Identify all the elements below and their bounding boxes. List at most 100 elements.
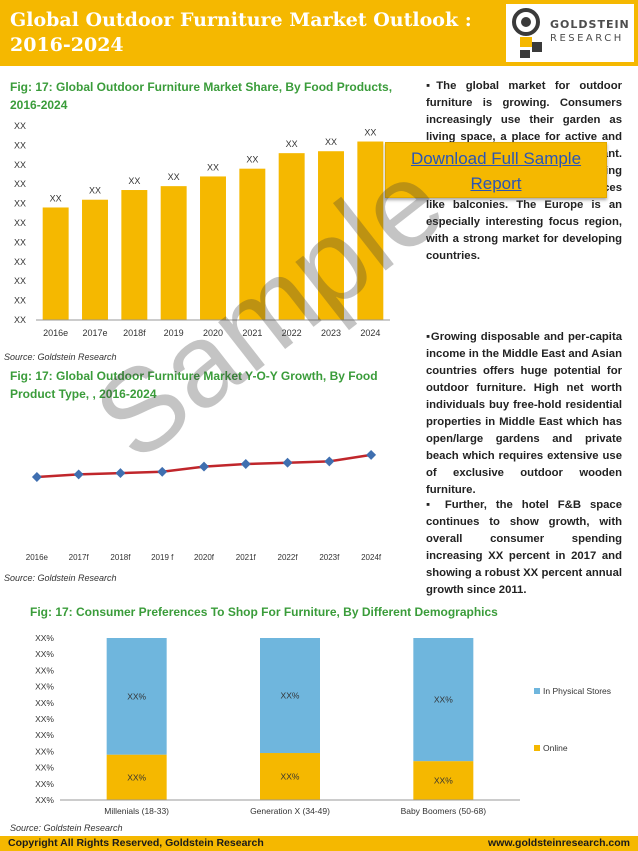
bar	[239, 168, 266, 320]
legend-swatch	[534, 688, 540, 694]
x-tick-label: 2020f	[194, 553, 215, 562]
data-label: XX%	[434, 776, 453, 786]
data-label: XX	[325, 137, 337, 147]
legend-swatch	[534, 745, 540, 751]
data-label: XX%	[127, 772, 146, 782]
y-tick-label: XX	[14, 237, 26, 247]
x-tick-label: 2016e	[43, 328, 68, 338]
data-point	[31, 472, 42, 482]
bar	[82, 199, 108, 320]
y-tick-label: XX	[14, 257, 26, 267]
data-label: XX	[50, 193, 62, 203]
y-tick-label: XX%	[35, 649, 54, 659]
x-tick-label: 2017e	[82, 328, 107, 338]
x-tick-label: 2022	[282, 328, 302, 338]
y-tick-label: XX	[14, 179, 26, 189]
fig2-source: Source: Goldstein Research	[4, 573, 117, 583]
bar	[318, 151, 344, 320]
x-tick-label: 2021	[242, 328, 262, 338]
fig1-source: Source: Goldstein Research	[4, 352, 117, 362]
footer-website[interactable]: www.goldsteinresearch.com	[488, 837, 630, 849]
page-title-line2: 2016-2024	[10, 34, 124, 56]
consumer-preferences-stacked-chart: XX% XX% XX% XX% XX% XX% XX% XX% XX% XX% XX% XX% XX% M…	[35, 633, 611, 816]
y-tick-label: XX%	[35, 795, 54, 805]
paragraph-hotel-fnb: ▪ Further, the hotel F&B space continues…	[426, 499, 622, 596]
x-tick-label: 2023f	[319, 553, 340, 562]
yoy-growth-line-chart: 2016e 2017f 2018f 2019 f 2020f 2021f 2022f 2023…	[26, 449, 382, 562]
data-label: XX	[364, 128, 376, 138]
x-tick-label: 2017f	[69, 553, 90, 562]
y-tick-label: XX%	[35, 633, 54, 643]
fig2-title-line1: Fig: 17: Global Outdoor Furniture Market…	[10, 369, 378, 383]
y-tick-label: XX%	[35, 763, 54, 773]
x-tick-label: 2019 f	[151, 553, 174, 562]
page-title: Global Outdoor Furniture Market Outlook …	[10, 8, 480, 58]
fig1-title-line1: Fig: 17: Global Outdoor Furniture Market…	[10, 80, 393, 94]
x-tick-label: Millenials (18-33)	[104, 806, 169, 816]
y-tick-label: XX	[14, 121, 26, 131]
data-label: XX%	[434, 695, 453, 705]
logo-wordmark: GOLDSTEIN RESEARCH	[550, 18, 630, 46]
x-tick-label: 2021f	[236, 553, 257, 562]
stacked-bar-segment	[106, 638, 167, 755]
data-point	[199, 461, 209, 472]
x-tick-label: 2024	[360, 328, 380, 338]
legend-label: Online	[543, 743, 568, 753]
data-point	[73, 469, 84, 480]
y-tick-label: XX	[14, 199, 26, 209]
data-point	[240, 459, 251, 469]
y-tick-label: XX	[14, 276, 26, 286]
goldstein-logo-icon	[512, 8, 542, 58]
bar	[278, 153, 305, 320]
stacked-bar-segment	[413, 638, 474, 762]
y-tick-label: XX%	[35, 779, 54, 789]
download-sample-button[interactable]: Download Full Sample Report	[385, 142, 607, 198]
data-label: XX	[207, 162, 219, 172]
x-tick-label: 2020	[203, 328, 223, 338]
y-tick-label: XX%	[35, 682, 54, 692]
fig3-source: Source: Goldstein Research	[10, 823, 123, 833]
fig1-title-line2: 2016-2024	[10, 98, 68, 112]
stacked-bar-segment	[106, 754, 167, 800]
data-label: XX%	[281, 772, 300, 782]
y-tick-label: XX	[14, 140, 26, 150]
data-label: XX%	[281, 691, 300, 701]
footer-copyright: Copyright All Rights Reserved, Goldstein…	[8, 837, 264, 849]
data-label: XX	[286, 139, 298, 149]
y-tick-label: XX%	[35, 714, 54, 724]
bar	[121, 190, 148, 320]
fig2-title-line2: Product Type, , 2016-2024	[10, 387, 157, 401]
legend-label: In Physical Stores	[543, 686, 611, 696]
fig3-title: Fig: 17: Consumer Preferences To Shop Fo…	[30, 605, 498, 619]
y-tick-label: XX	[14, 315, 26, 325]
data-point	[282, 457, 293, 468]
y-tick-label: XX	[14, 296, 26, 306]
data-point	[366, 449, 377, 460]
data-label: XX	[246, 155, 258, 165]
bar	[42, 207, 69, 320]
data-label: XX	[168, 172, 180, 182]
logo-name: GOLDSTEIN	[550, 18, 630, 31]
bar	[200, 176, 226, 320]
x-tick-label: 2018f	[123, 328, 146, 338]
x-tick-label: Baby Boomers (50-68)	[401, 806, 487, 816]
data-point	[115, 468, 126, 479]
fig2-title: Fig: 17: Global Outdoor Furniture Market…	[10, 367, 420, 403]
data-point	[157, 466, 168, 477]
data-label: XX	[128, 176, 140, 186]
bar	[357, 141, 384, 320]
x-tick-label: 2022f	[278, 553, 299, 562]
y-tick-label: XX%	[35, 698, 54, 708]
market-share-bar-chart: XX XX XX XX XX XX XX XX XX XX XX XX 2016e XX 2017e XX 20…	[14, 121, 390, 338]
x-tick-label: 2018f	[110, 553, 131, 562]
x-tick-label: 2016e	[26, 553, 49, 562]
x-tick-label: 2024f	[361, 553, 382, 562]
fig1-title: Fig: 17: Global Outdoor Furniture Market…	[10, 78, 410, 114]
footer: Copyright All Rights Reserved, Goldstein…	[0, 836, 638, 851]
y-tick-label: XX	[14, 160, 26, 170]
data-label: XX	[89, 186, 101, 196]
data-label: XX%	[127, 691, 146, 701]
y-tick-label: XX%	[35, 665, 54, 675]
x-tick-label: Generation X (34-49)	[250, 806, 330, 816]
bar	[160, 186, 187, 320]
